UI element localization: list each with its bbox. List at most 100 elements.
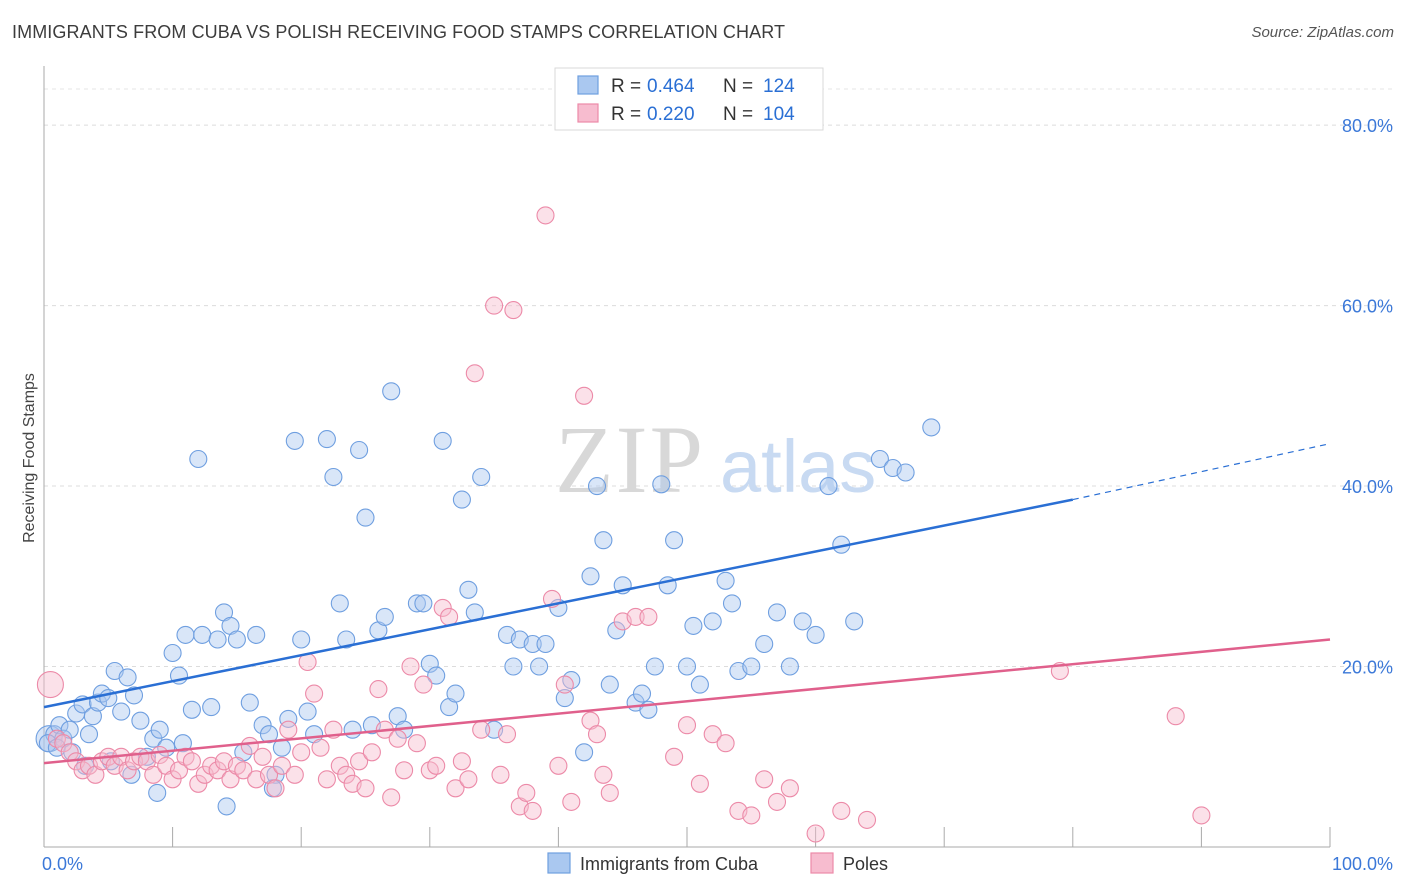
chart-title: IMMIGRANTS FROM CUBA VS POLISH RECEIVING… (12, 22, 786, 42)
point-cuba (716, 571, 735, 590)
point-poles (350, 752, 369, 771)
point-cuba (530, 657, 549, 676)
series-poles (36, 206, 1211, 843)
point-poles (639, 607, 658, 626)
point-cuba (176, 625, 195, 644)
point-poles (433, 598, 452, 617)
point-cuba (472, 467, 491, 487)
point-poles (549, 756, 568, 775)
point-cuba (38, 734, 57, 753)
point-cuba (343, 720, 362, 739)
stat-n-value-1: 124 (763, 76, 795, 97)
point-cuba (690, 675, 709, 694)
point-poles (305, 684, 324, 703)
point-cuba (594, 531, 613, 550)
point-poles (716, 734, 735, 753)
point-poles (780, 779, 799, 798)
trend-line-poles (43, 638, 1331, 765)
point-cuba (896, 463, 915, 482)
point-poles (665, 747, 684, 766)
point-poles (1192, 806, 1211, 825)
point-poles (806, 824, 825, 843)
point-cuba (79, 725, 99, 744)
point-cuba (767, 603, 787, 622)
point-cuba (703, 612, 722, 631)
trend-line-cuba (43, 498, 1074, 709)
y-tick-label: 80.0% (1342, 116, 1393, 136)
point-cuba (446, 684, 465, 703)
point-cuba (227, 630, 246, 649)
point-cuba (337, 630, 356, 649)
point-poles (279, 720, 298, 739)
point-cuba (298, 702, 317, 721)
point-poles (337, 765, 356, 784)
legend-swatch-bottom-poles (810, 852, 834, 874)
stat-n-label-2: N = (723, 104, 753, 125)
legend-label-poles: Poles (843, 854, 888, 874)
point-cuba (144, 729, 163, 748)
point-cuba (677, 657, 697, 676)
point-cuba (292, 630, 311, 649)
point-cuba (755, 634, 774, 654)
point-cuba (189, 449, 208, 469)
point-poles (118, 761, 137, 780)
stat-r-label-2: R = (611, 104, 641, 125)
legend-label-cuba: Immigrants from Cuba (580, 854, 759, 874)
point-cuba (504, 657, 523, 676)
y-tick-label: 60.0% (1342, 297, 1393, 317)
point-poles (401, 657, 420, 676)
point-poles (330, 756, 349, 775)
stat-r-value-2: 0.220 (647, 104, 695, 125)
point-poles (491, 765, 510, 784)
point-poles (600, 783, 619, 802)
point-poles (452, 752, 471, 771)
point-poles (163, 770, 182, 789)
legend-swatch-bottom-cuba (547, 852, 571, 874)
series-legend: Immigrants from Cuba Poles (547, 852, 888, 874)
watermark-zip: ZIP (555, 406, 705, 513)
point-poles (440, 607, 459, 626)
trend-line-cuba-extension (1072, 443, 1331, 501)
point-cuba (150, 720, 169, 739)
point-poles (395, 761, 414, 780)
point-poles (562, 792, 581, 811)
point-cuba (819, 477, 838, 496)
legend-swatch-cuba (577, 75, 599, 95)
point-cuba (427, 666, 446, 685)
point-cuba (317, 430, 336, 449)
point-cuba (112, 702, 131, 721)
stat-n-label-1: N = (723, 76, 753, 97)
y-tick-label: 40.0% (1342, 477, 1393, 497)
point-cuba (356, 508, 375, 527)
point-cuba (253, 716, 272, 735)
point-cuba (407, 594, 426, 613)
point-cuba (118, 668, 137, 687)
y-axis-label: Receiving Food Stamps (21, 373, 38, 543)
point-poles (266, 779, 285, 798)
point-cuba (330, 594, 349, 613)
point-cuba (793, 612, 812, 631)
point-poles (472, 720, 491, 739)
point-cuba (555, 689, 574, 708)
point-cuba (285, 431, 304, 450)
legend-swatch-poles (577, 103, 599, 123)
trend-lines (43, 443, 1331, 765)
point-poles (144, 765, 163, 784)
point-poles (446, 779, 465, 798)
watermark: ZIP atlas (555, 406, 876, 513)
point-cuba (148, 783, 167, 802)
point-poles (407, 734, 426, 753)
point-cuba (607, 621, 626, 640)
point-cuba (50, 716, 69, 735)
stat-n-value-2: 104 (763, 104, 795, 125)
point-poles (362, 743, 381, 762)
point-poles (388, 729, 407, 748)
point-poles (767, 792, 787, 811)
point-cuba (780, 657, 799, 676)
point-poles (504, 301, 523, 320)
point-cuba (193, 625, 212, 644)
point-poles (523, 801, 542, 820)
point-cuba (163, 643, 182, 663)
point-cuba (247, 625, 266, 644)
